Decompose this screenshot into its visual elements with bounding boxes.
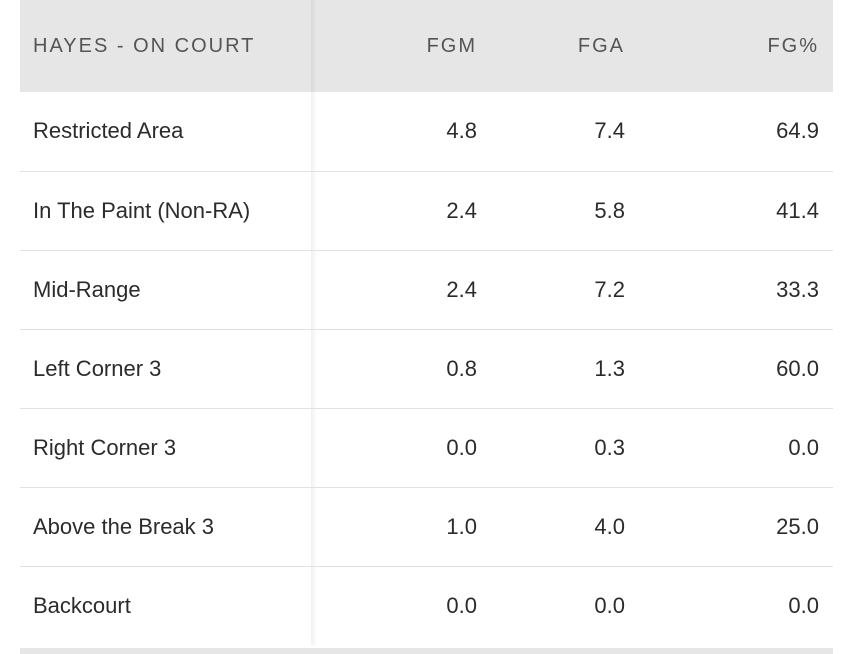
- table-row: Backcourt 0.0 0.0 0.0: [20, 566, 833, 645]
- row-fgm-value: 2.4: [446, 276, 477, 302]
- row-fgm-value: 0.0: [446, 434, 477, 460]
- row-zone-label: In The Paint (Non-RA): [20, 171, 317, 250]
- row-fg-pct-value: 41.4: [776, 197, 819, 223]
- row-zone-label: Left Corner 3: [20, 329, 317, 408]
- row-fg-pct-value: 0.0: [788, 434, 819, 460]
- row-fgm-value: 4.8: [446, 118, 477, 144]
- row-fg-pct-value: 0.0: [788, 592, 819, 618]
- horizontal-scrollbar[interactable]: [20, 648, 833, 654]
- row-fga-value: 0.0: [594, 592, 625, 618]
- row-fg-pct-value: 33.3: [776, 276, 819, 302]
- row-zone-label: Mid-Range: [20, 250, 317, 329]
- row-fg-pct-value: 25.0: [776, 513, 819, 539]
- row-fga-value: 0.3: [594, 434, 625, 460]
- header-row: HAYES - ON COURT FGM FGA FG%: [20, 0, 833, 92]
- row-fga-value: 7.4: [594, 118, 625, 144]
- table-row: In The Paint (Non-RA) 2.4 5.8 41.4: [20, 171, 833, 250]
- row-zone-label: Backcourt: [20, 566, 317, 645]
- table-row: Right Corner 3 0.0 0.3 0.0: [20, 408, 833, 487]
- row-fga-value: 4.0: [594, 513, 625, 539]
- row-fga-value: 7.2: [594, 276, 625, 302]
- row-fgm-value: 2.4: [446, 197, 477, 223]
- row-zone-label: Restricted Area: [20, 92, 317, 171]
- row-fg-pct-value: 64.9: [776, 118, 819, 144]
- row-fgm-value: 1.0: [446, 513, 477, 539]
- row-fga-value: 1.3: [594, 355, 625, 381]
- column-header-player-on-court[interactable]: HAYES - ON COURT: [20, 0, 317, 92]
- table-row: Restricted Area 4.8 7.4 64.9: [20, 92, 833, 171]
- table-row: Above the Break 3 1.0 4.0 25.0: [20, 487, 833, 566]
- column-header-fga[interactable]: FGA: [577, 34, 625, 57]
- column-header-fg-pct[interactable]: FG%: [767, 34, 819, 57]
- table-header: HAYES - ON COURT FGM FGA FG%: [20, 0, 833, 92]
- shot-zone-table-container: HAYES - ON COURT FGM FGA FG% Restricted …: [20, 0, 833, 654]
- row-zone-label: Right Corner 3: [20, 408, 317, 487]
- shot-zone-table: HAYES - ON COURT FGM FGA FG% Restricted …: [20, 0, 833, 645]
- table-row: Mid-Range 2.4 7.2 33.3: [20, 250, 833, 329]
- row-fgm-value: 0.8: [446, 355, 477, 381]
- table-body: Restricted Area 4.8 7.4 64.9 In The Pain…: [20, 92, 833, 645]
- column-header-fgm[interactable]: FGM: [426, 34, 477, 57]
- row-fga-value: 5.8: [594, 197, 625, 223]
- row-fgm-value: 0.0: [446, 592, 477, 618]
- row-zone-label: Above the Break 3: [20, 487, 317, 566]
- row-fg-pct-value: 60.0: [776, 355, 819, 381]
- table-row: Left Corner 3 0.8 1.3 60.0: [20, 329, 833, 408]
